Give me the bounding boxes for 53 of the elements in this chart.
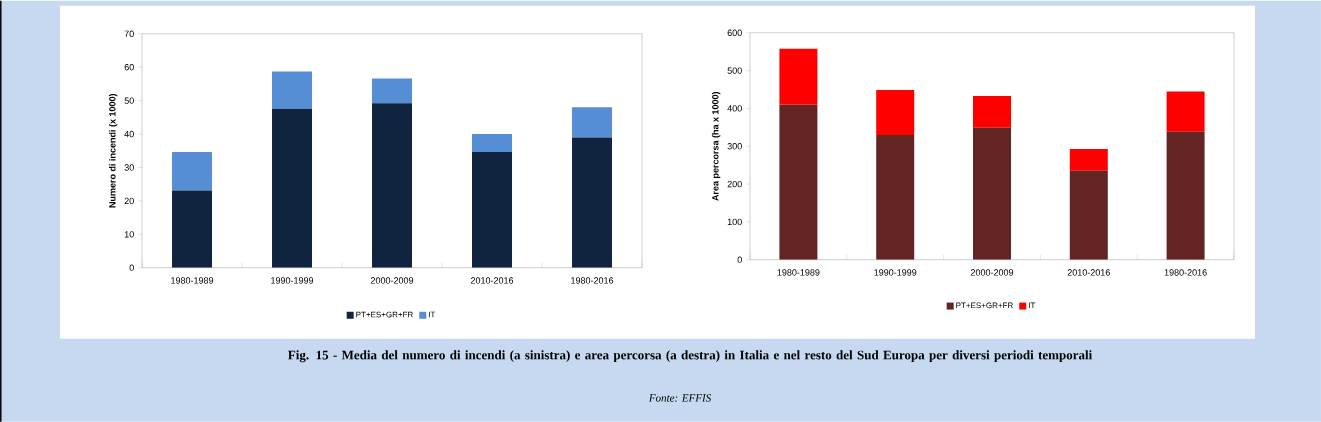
y-tick-label: 500 <box>727 67 742 74</box>
bar <box>472 133 513 152</box>
y-tick-label: 70 <box>124 30 134 37</box>
y-tick-label: 60 <box>124 63 134 71</box>
y-tick-label: 300 <box>727 142 742 150</box>
y-tick-label: 10 <box>124 230 134 238</box>
bar <box>1166 131 1205 260</box>
y-axis-title: Area percorsa (ha x 1000) <box>711 91 721 201</box>
legend-label: IT <box>1028 302 1036 308</box>
x-tick-label: 1990-1999 <box>874 269 917 276</box>
bar <box>472 151 513 268</box>
bar <box>272 108 313 268</box>
bar <box>973 95 1011 128</box>
y-tick-label: 100 <box>727 218 742 225</box>
y-tick-label: 50 <box>124 97 134 104</box>
bar <box>272 71 313 109</box>
source-note: Fonte: EFFIS <box>648 394 711 402</box>
bar <box>172 151 213 191</box>
x-tick-label: 1980-2016 <box>571 277 614 284</box>
legend-label: PT+ES+GR+FR <box>956 302 1013 308</box>
x-tick-label: 1980-1989 <box>171 277 214 284</box>
x-tick-label: 2010-2016 <box>1067 269 1110 276</box>
x-tick-label: 2000-2009 <box>970 269 1014 276</box>
bar <box>1166 91 1205 132</box>
bar <box>779 48 818 105</box>
caption: Fig. 15 - Media del numero di incendi (a sinistra) e area percorsa (a destra) in Italia e nel resto del Sud Europa per diversi periodi temporali <box>288 350 1093 362</box>
y-tick-label: 600 <box>727 29 742 36</box>
legend-label: IT <box>428 311 436 318</box>
x-tick-label: 1990-1999 <box>271 277 314 284</box>
y-tick-label: 200 <box>727 180 742 188</box>
y-tick-label: 40 <box>124 130 134 137</box>
bar <box>372 78 413 104</box>
bar <box>876 89 915 135</box>
bar <box>572 137 613 268</box>
bar <box>973 127 1011 260</box>
y-tick-label: 0 <box>737 256 742 263</box>
x-tick-label: 2000-2009 <box>370 277 414 284</box>
bar <box>1069 170 1108 260</box>
bar <box>172 190 213 268</box>
bar <box>372 103 413 268</box>
y-tick-label: 30 <box>124 164 134 171</box>
legend-label: PT+ES+GR+FR <box>356 311 413 318</box>
y-axis-title: Numero di incendi (x 1000) <box>108 93 118 208</box>
x-tick-label: 2010-2016 <box>470 277 514 284</box>
y-tick-label: 20 <box>124 197 134 204</box>
bar <box>779 104 818 260</box>
y-tick-label: 400 <box>727 104 742 112</box>
bar <box>572 107 613 138</box>
bar <box>876 134 915 260</box>
bar <box>1069 148 1108 171</box>
x-tick-label: 1980-2016 <box>1164 269 1207 276</box>
y-tick-label: 0 <box>129 264 134 271</box>
x-tick-label: 1980-1989 <box>777 269 820 276</box>
